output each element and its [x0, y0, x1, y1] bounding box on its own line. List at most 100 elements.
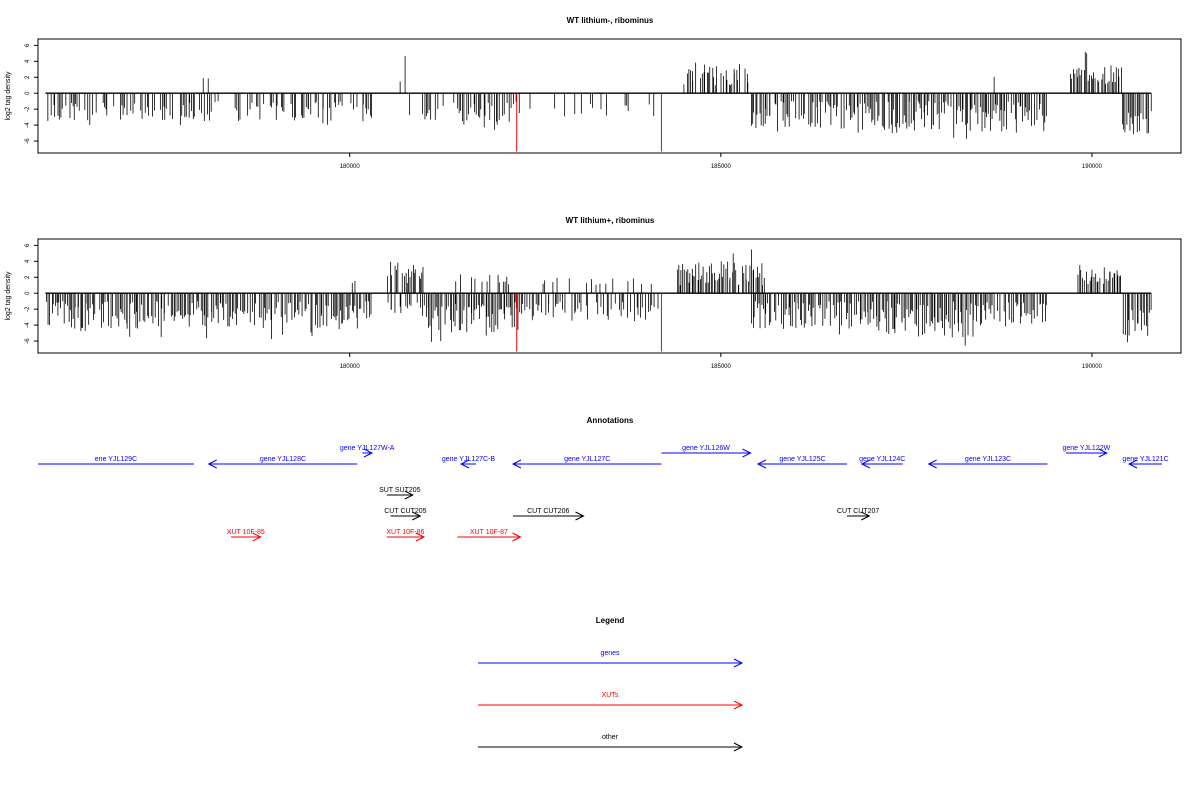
annotation-label: gene YJL121C	[1122, 456, 1168, 463]
legend-arrowhead-xuts	[733, 700, 744, 710]
annotation-label: CUT CUT205	[384, 508, 426, 515]
annotation-label: gene YJL122W	[1062, 445, 1110, 452]
y-tick-label: -6	[25, 138, 31, 144]
annotation-label: XUT 10F-86	[386, 529, 424, 536]
x-tick-label: 180000	[340, 164, 361, 170]
arrowhead-right	[412, 511, 422, 521]
panel-1-x-axis: 180000 185000 190000	[340, 153, 1103, 170]
arrowhead-left	[1127, 459, 1138, 469]
y-tick-label: -4	[25, 122, 31, 128]
panel-2-x-axis: 180000 185000 190000	[340, 353, 1103, 370]
annotation-xut: XUT 10F-85	[227, 529, 265, 542]
annotation-gene: gene YJL127C-B	[442, 456, 496, 469]
legend-title: Legend	[596, 616, 625, 625]
legend-label-genes: genes	[600, 650, 620, 657]
x-tick-label: 185000	[711, 164, 732, 170]
annotation-gene: gene YJL123C	[927, 456, 1048, 469]
annotation-gene: gene YJL125C	[756, 456, 848, 469]
arrowhead-right	[363, 448, 374, 458]
arrowhead-right	[252, 532, 262, 542]
y-tick-label: 2	[25, 75, 31, 79]
annotations-title: Annotations	[587, 416, 634, 425]
panel-2-frame	[37, 238, 1182, 354]
annotation-gene: gene YJL121C	[1122, 456, 1169, 469]
legend-item-other: other	[478, 734, 744, 752]
annotation-label: gene YJL127C-B	[442, 456, 496, 463]
annotation-other: CUT CUT206	[513, 508, 585, 521]
panel-1-bars	[45, 52, 1152, 152]
annotation-label: XUT 10F-87	[470, 529, 508, 536]
annotation-features: ene YJL129C gene YJL128C gene YJL127W-A gen…	[38, 445, 1169, 542]
panel-2-ylabel: log2 tag density	[5, 271, 12, 321]
x-tick-label: 190000	[1082, 364, 1103, 370]
annotation-label: CUT CUT207	[837, 508, 879, 515]
annotation-gene: gene YJL128C	[207, 456, 358, 469]
track-panel-1: WT lithium-, ribominus log2 tag density …	[5, 16, 1182, 170]
arrowhead-right	[575, 511, 585, 521]
legend-item-genes: genes	[478, 650, 744, 668]
annotation-gene: gene YJL122W	[1062, 445, 1111, 458]
y-tick-label: 6	[25, 243, 31, 247]
y-tick-label: -4	[25, 322, 31, 328]
y-tick-label: -6	[25, 338, 31, 344]
arrowhead-right	[1098, 448, 1108, 458]
legend-label-xuts: XUTs	[602, 692, 619, 699]
track-panel-2: WT lithium+, ribominus log2 tag density …	[5, 216, 1182, 370]
panel-2-y-axis: -6 -4 -2 0 2 4 6	[25, 243, 38, 344]
annotation-other: CUT CUT207	[837, 508, 879, 521]
annotation-other: CUT CUT205	[384, 508, 427, 521]
annotation-label: gene YJL123C	[965, 456, 1011, 463]
x-tick-label: 185000	[711, 364, 732, 370]
legend-label-other: other	[602, 734, 619, 741]
arrowhead-right	[861, 511, 871, 521]
y-tick-label: 6	[25, 43, 31, 47]
y-tick-label: -2	[25, 106, 31, 112]
annotation-label: gene YJL124C	[859, 456, 905, 463]
arrowhead-right	[512, 532, 522, 542]
annotation-gene: gene YJL127W-A	[340, 445, 395, 458]
annotation-label: gene YJL125C	[779, 456, 825, 463]
panel-1-frame	[37, 38, 1182, 154]
y-tick-label: 4	[25, 259, 31, 263]
panel-2-bars	[45, 249, 1152, 352]
legend-arrowhead-genes	[733, 658, 744, 668]
annotation-label: gene YJL126W	[682, 445, 730, 452]
legend-item-xuts: XUTs	[478, 692, 744, 710]
y-tick-label: -2	[25, 306, 31, 312]
annotation-label: ene YJL129C	[95, 456, 137, 463]
y-tick-label: 0	[25, 291, 31, 295]
y-tick-label: 2	[25, 275, 31, 279]
arrowhead-left	[207, 459, 217, 469]
annotations-track: Annotations ene YJL129C gene YJL128C gene …	[38, 416, 1169, 542]
annotation-gene: ene YJL129C	[38, 456, 194, 465]
annotation-gene: gene YJL126W	[661, 445, 752, 458]
annotation-xut: XUT 10F-86	[386, 529, 426, 542]
x-tick-label: 190000	[1082, 164, 1103, 170]
panel-2-title: WT lithium+, ribominus	[566, 216, 655, 225]
arrowhead-left	[927, 459, 937, 469]
panel-1-ylabel: log2 tag density	[5, 71, 12, 121]
panel-1-y-axis: -6 -4 -2 0 2 4 6	[25, 43, 38, 144]
arrowhead-left	[459, 459, 470, 469]
annotation-gene: gene YJL127C	[511, 456, 662, 469]
legend: Legend genes XUTs other	[478, 616, 744, 752]
arrowhead-left	[860, 459, 871, 469]
annotation-label: gene YJL127C	[564, 456, 610, 463]
x-tick-label: 180000	[340, 364, 361, 370]
arrowhead-left	[511, 459, 522, 469]
arrowhead-left	[756, 459, 767, 469]
panel-1-title: WT lithium-, ribominus	[567, 16, 654, 25]
arrowhead-right	[415, 532, 426, 542]
annotation-label: CUT CUT206	[527, 508, 569, 515]
arrowhead-right	[404, 490, 414, 500]
arrowhead-right	[742, 448, 752, 458]
annotation-gene: gene YJL124C	[859, 456, 905, 469]
annotation-xut: XUT 10F-87	[457, 529, 522, 542]
annotation-label: gene YJL128C	[260, 456, 306, 463]
legend-arrowhead-other	[733, 742, 744, 752]
annotation-label: XUT 10F-85	[227, 529, 265, 536]
y-tick-label: 4	[25, 59, 31, 63]
annotation-label: gene YJL127W-A	[340, 445, 395, 452]
annotation-other: SUT SUT205	[379, 487, 421, 500]
